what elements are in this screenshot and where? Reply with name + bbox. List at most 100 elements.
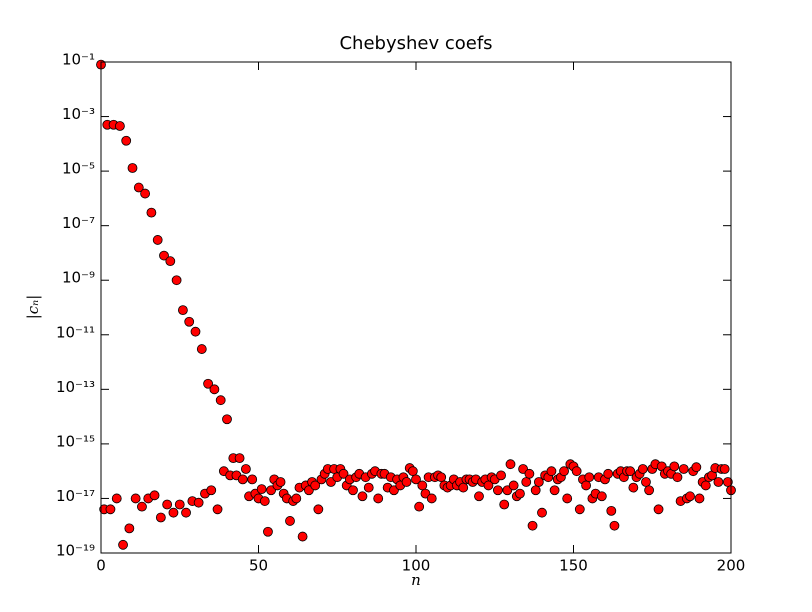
- point: [140, 188, 151, 199]
- point: [678, 464, 689, 474]
- point: [559, 466, 569, 477]
- point: [174, 499, 185, 510]
- point: [263, 526, 273, 537]
- point: [165, 256, 176, 267]
- point: [212, 504, 223, 515]
- x-tick-label: 150: [559, 557, 588, 575]
- point: [637, 464, 648, 474]
- point: [348, 485, 358, 496]
- point: [313, 504, 324, 515]
- x-axis-label: n: [411, 571, 421, 589]
- point: [209, 384, 220, 395]
- point: [149, 490, 160, 501]
- point: [363, 482, 374, 493]
- point: [206, 485, 217, 496]
- point: [181, 507, 191, 518]
- point: [256, 484, 267, 495]
- point: [499, 499, 510, 510]
- point: [700, 480, 711, 491]
- point: [146, 207, 157, 218]
- point: [492, 485, 503, 496]
- point: [691, 462, 702, 473]
- point: [685, 491, 695, 502]
- point: [549, 485, 560, 496]
- point: [291, 493, 302, 504]
- point: [111, 493, 122, 504]
- point: [193, 497, 204, 508]
- point: [401, 477, 412, 487]
- point: [373, 493, 384, 504]
- x-tick-label: 50: [249, 557, 268, 575]
- point: [562, 493, 573, 504]
- point: [285, 516, 295, 526]
- point: [152, 235, 163, 245]
- point: [474, 491, 484, 502]
- point: [524, 468, 535, 479]
- point: [240, 464, 251, 474]
- point: [672, 472, 683, 483]
- y-tick-label: 10⁻¹⁹: [56, 542, 95, 560]
- point: [417, 480, 428, 491]
- point: [247, 474, 258, 485]
- point: [338, 468, 349, 479]
- point: [184, 316, 195, 327]
- point: [596, 491, 607, 502]
- point: [694, 493, 705, 504]
- point: [275, 477, 286, 487]
- y-tick-label: 10⁻¹³: [56, 378, 95, 396]
- point: [130, 493, 141, 504]
- point: [411, 474, 421, 485]
- point: [137, 501, 147, 512]
- point: [171, 275, 182, 286]
- point: [641, 477, 651, 487]
- x-tick-label: 200: [717, 557, 746, 575]
- plot-frame: [100, 61, 732, 554]
- y-tick-label: 10⁻⁹: [62, 269, 95, 287]
- point: [155, 512, 166, 523]
- point: [159, 250, 169, 261]
- x-tick-label: 100: [402, 557, 431, 575]
- point: [222, 414, 232, 425]
- point: [606, 505, 617, 516]
- point: [571, 466, 582, 477]
- point: [237, 474, 248, 485]
- point: [625, 466, 636, 477]
- point: [407, 466, 418, 477]
- point: [259, 496, 270, 506]
- point: [297, 531, 308, 542]
- point: [168, 507, 179, 518]
- point: [105, 504, 116, 515]
- y-tick-label: 10⁻¹: [62, 51, 95, 69]
- x-tick-label: 0: [96, 557, 106, 575]
- y-tick-label: 10⁻⁷: [62, 214, 95, 232]
- point: [719, 464, 730, 474]
- y-tick-label: 10⁻⁵: [62, 160, 95, 178]
- point: [546, 466, 557, 477]
- point: [530, 485, 541, 496]
- y-axis-label: |cₙ|: [24, 295, 42, 320]
- point: [653, 504, 664, 515]
- point: [234, 453, 245, 464]
- point: [127, 163, 138, 173]
- point: [115, 121, 125, 131]
- point: [133, 182, 144, 193]
- point: [515, 488, 525, 499]
- point: [196, 344, 207, 354]
- point: [426, 493, 437, 504]
- point: [574, 504, 585, 515]
- point: [669, 461, 680, 472]
- point: [203, 378, 214, 389]
- point: [310, 480, 321, 491]
- point: [190, 326, 201, 337]
- point: [644, 485, 654, 496]
- point: [357, 491, 368, 502]
- y-tick-label: 10⁻¹¹: [56, 323, 95, 341]
- point: [124, 523, 135, 534]
- point: [527, 520, 538, 531]
- point: [496, 470, 506, 481]
- y-tick-label: 10⁻³: [62, 105, 95, 123]
- point: [581, 480, 591, 491]
- point: [414, 501, 425, 512]
